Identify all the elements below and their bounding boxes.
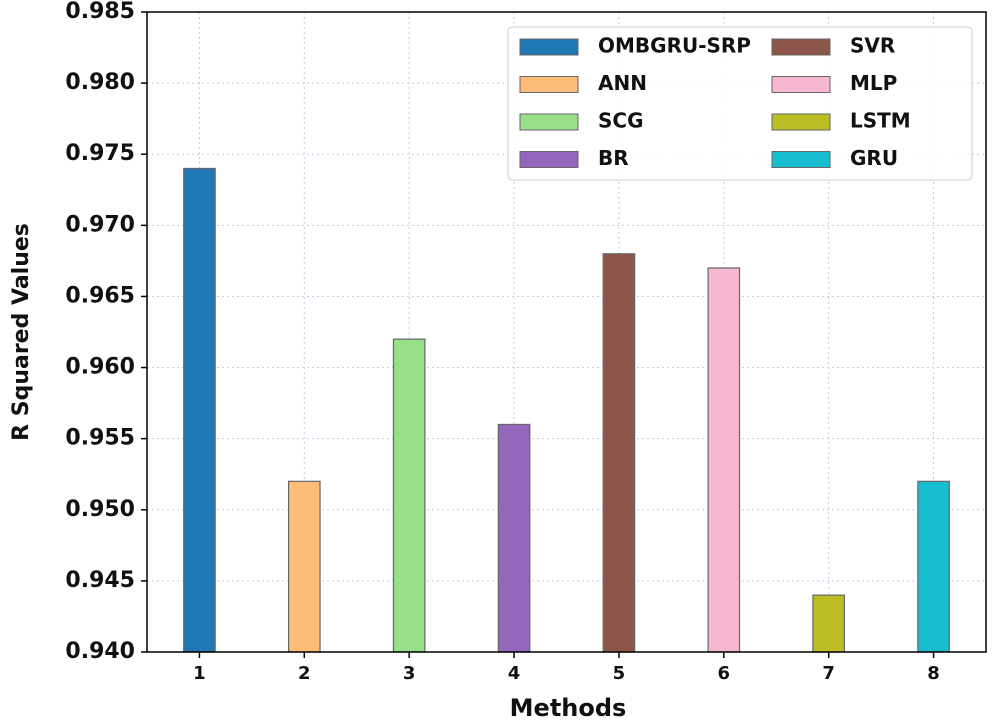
bar	[812, 594, 846, 653]
x-tick-label: 3	[403, 663, 416, 684]
bar	[707, 267, 741, 653]
legend-swatch	[519, 113, 579, 131]
legend-swatch	[771, 38, 831, 56]
legend-label: ANN	[598, 71, 647, 95]
plot-frame	[146, 11, 987, 653]
x-tick-label: 4	[508, 663, 521, 684]
legend-label: LSTM	[850, 109, 911, 133]
y-tick-label: 0.975	[65, 141, 135, 166]
x-tick-label: 5	[613, 663, 626, 684]
x-tick-label: 1	[193, 663, 206, 684]
x-axis-label: Methods	[510, 694, 627, 722]
bar	[497, 423, 531, 653]
bar	[392, 338, 426, 653]
legend-label: MLP	[850, 71, 897, 95]
legend: OMBGRU-SRP ANN SCG BR SVR MLP LSTM GRU	[507, 26, 973, 181]
y-tick-label: 0.945	[65, 568, 135, 593]
y-tick-label: 0.985	[65, 0, 135, 24]
legend-label: SCG	[598, 109, 644, 133]
legend-swatch	[771, 151, 831, 168]
legend-swatch	[519, 38, 579, 56]
bar	[183, 167, 216, 653]
y-tick-label: 0.965	[65, 283, 135, 308]
y-tick-label: 0.980	[65, 70, 135, 95]
x-tick-label: 7	[822, 663, 835, 684]
legend-swatch	[771, 76, 831, 93]
y-tick-label: 0.940	[65, 639, 135, 664]
x-tick-label: 2	[298, 663, 311, 684]
legend-label: GRU	[850, 146, 898, 170]
legend-label: BR	[598, 146, 629, 170]
y-tick-label: 0.970	[65, 212, 135, 237]
x-tick-label: 6	[718, 663, 731, 684]
bar	[917, 480, 950, 653]
legend-swatch	[771, 113, 831, 131]
bar	[602, 253, 636, 653]
legend-swatch	[519, 76, 579, 93]
y-tick-label: 0.950	[65, 497, 135, 522]
x-tick-label: 8	[927, 663, 940, 684]
legend-label: SVR	[850, 34, 895, 58]
legend-swatch	[519, 151, 579, 168]
legend-label: OMBGRU-SRP	[598, 34, 751, 58]
legend-frame	[507, 26, 973, 181]
y-axis-label: R Squared Values	[9, 223, 34, 441]
y-tick-label: 0.955	[65, 426, 135, 451]
bar	[287, 480, 321, 653]
y-tick-label: 0.960	[65, 355, 135, 380]
